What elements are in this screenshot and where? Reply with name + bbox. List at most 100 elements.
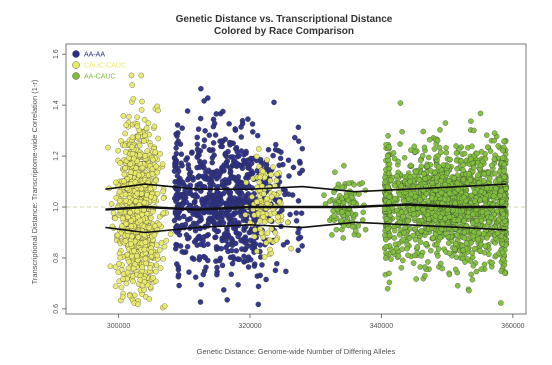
data-point (392, 241, 399, 248)
data-point (384, 285, 391, 292)
data-point (160, 188, 166, 195)
data-point (231, 200, 237, 206)
data-point (383, 216, 390, 222)
data-point (438, 226, 445, 233)
data-point (136, 142, 143, 149)
data-point (408, 191, 414, 198)
data-point (407, 178, 413, 185)
data-point (243, 150, 249, 157)
data-point (390, 150, 397, 156)
data-point (142, 132, 148, 139)
data-point (468, 156, 474, 162)
data-point (492, 170, 498, 177)
data-point (118, 284, 125, 291)
data-point (126, 113, 132, 120)
data-point (173, 145, 179, 151)
data-point (129, 253, 135, 260)
data-point (445, 163, 451, 169)
data-point (296, 158, 303, 165)
data-point (401, 229, 407, 236)
data-point (112, 215, 118, 222)
data-point (272, 229, 279, 236)
data-point (203, 264, 209, 271)
data-point (454, 166, 460, 172)
data-point (338, 218, 345, 224)
data-point (362, 226, 369, 233)
data-point (430, 234, 436, 241)
data-point (142, 255, 149, 262)
data-point (251, 233, 258, 240)
data-point (426, 136, 433, 143)
data-point (396, 191, 403, 198)
data-point (401, 154, 408, 161)
data-point (203, 198, 210, 205)
data-point (124, 269, 131, 276)
data-point (173, 241, 179, 248)
data-point (198, 241, 204, 248)
data-point (205, 241, 211, 247)
data-point (502, 270, 508, 277)
data-point (273, 177, 280, 184)
data-point (481, 178, 487, 184)
data-point (122, 165, 128, 171)
data-point (489, 162, 495, 169)
data-point (465, 209, 472, 216)
data-point (421, 144, 428, 151)
x-axis-label: Genetic Distance: Genome-wide Number of … (197, 347, 396, 356)
data-point (473, 268, 480, 275)
data-point (220, 167, 226, 174)
data-point (441, 196, 448, 203)
data-point (438, 178, 444, 184)
data-point (141, 199, 148, 206)
x-tick-label: 300000 (107, 323, 130, 330)
data-point (252, 227, 258, 233)
data-point (174, 173, 181, 179)
data-point (499, 249, 506, 256)
points-layer (66, 72, 526, 311)
data-point (228, 235, 234, 242)
legend-label: AA-CAUC (84, 74, 116, 81)
data-point (223, 244, 229, 251)
data-point (288, 245, 294, 252)
data-point (491, 137, 497, 144)
data-point (153, 268, 159, 275)
data-point (481, 261, 488, 268)
data-point (183, 157, 189, 163)
data-point (242, 235, 248, 241)
data-point (122, 130, 128, 137)
data-point (410, 211, 417, 217)
data-point (477, 248, 483, 254)
data-point (253, 153, 260, 160)
data-point (267, 177, 273, 184)
data-point (195, 126, 202, 132)
data-point (209, 159, 215, 166)
data-point (397, 100, 404, 106)
data-point (128, 169, 134, 175)
data-point (232, 217, 238, 223)
data-point (453, 157, 460, 164)
data-point (295, 124, 302, 131)
data-point (129, 233, 135, 240)
data-point (444, 170, 450, 176)
data-point (175, 264, 182, 270)
data-point (433, 174, 440, 181)
data-point (119, 294, 126, 300)
trend-line-lower (105, 221, 507, 234)
data-point (292, 134, 298, 141)
data-point (264, 230, 271, 237)
data-point (248, 160, 255, 167)
data-point (416, 177, 423, 183)
data-point (429, 180, 436, 186)
data-point (129, 134, 136, 141)
data-point (299, 167, 306, 174)
data-point (295, 198, 302, 204)
data-point (123, 221, 129, 227)
data-point (228, 247, 235, 254)
data-point (353, 228, 359, 234)
data-point (238, 134, 245, 140)
data-point (243, 179, 249, 186)
data-point (451, 246, 458, 252)
data-point (273, 141, 279, 148)
data-point (350, 199, 357, 206)
data-point (289, 192, 296, 198)
